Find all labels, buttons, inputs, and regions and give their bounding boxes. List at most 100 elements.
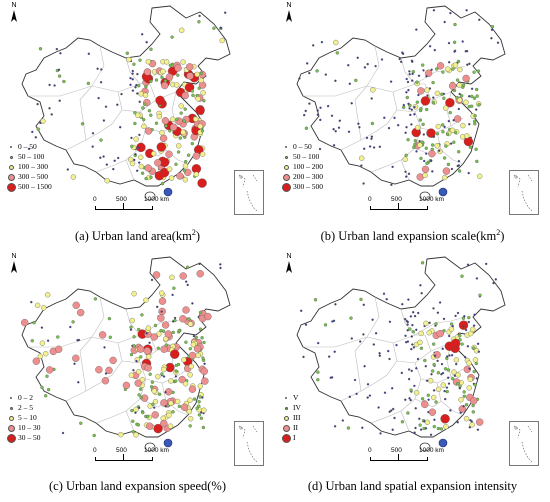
city-dot bbox=[449, 11, 452, 15]
city-dot bbox=[419, 156, 423, 161]
city-dot bbox=[432, 389, 436, 392]
city-dot bbox=[450, 338, 461, 349]
city-dot bbox=[395, 343, 398, 347]
city-dot bbox=[462, 74, 470, 83]
city-dot bbox=[417, 311, 420, 315]
city-dot bbox=[174, 64, 182, 72]
city-dot bbox=[77, 308, 85, 317]
caption-text: (c) Urban land expansion speed(%) bbox=[48, 479, 226, 493]
city-dot bbox=[347, 64, 350, 67]
legend-label: V bbox=[293, 393, 299, 402]
city-dot bbox=[31, 130, 34, 134]
city-dot bbox=[131, 89, 135, 92]
city-dot bbox=[200, 90, 206, 96]
city-dot bbox=[129, 160, 136, 167]
city-dot bbox=[34, 136, 37, 139]
city-dot bbox=[473, 313, 476, 316]
city-dot bbox=[142, 92, 149, 98]
city-dot bbox=[415, 80, 419, 84]
city-dot bbox=[170, 116, 176, 122]
city-dot bbox=[420, 96, 431, 106]
legend-item: 200 – 300 bbox=[279, 172, 323, 182]
city-dot bbox=[463, 315, 466, 318]
city-dot bbox=[370, 87, 376, 93]
city-dot bbox=[413, 431, 416, 434]
city-dot bbox=[411, 343, 414, 346]
city-dot bbox=[197, 86, 201, 90]
city-dot bbox=[450, 167, 454, 171]
city-dot bbox=[145, 332, 148, 335]
city-dot bbox=[152, 398, 159, 405]
city-dot bbox=[182, 381, 189, 387]
city-dot bbox=[195, 352, 201, 359]
caption-tail: ) bbox=[500, 229, 505, 244]
city-dot bbox=[143, 297, 149, 303]
city-dot bbox=[166, 412, 172, 418]
city-dot bbox=[125, 51, 129, 55]
city-dot bbox=[471, 410, 475, 414]
city-dot bbox=[197, 404, 201, 408]
legend-label: II bbox=[293, 423, 298, 432]
city-dot bbox=[316, 109, 319, 112]
city-dot bbox=[200, 151, 206, 157]
city-dot bbox=[188, 347, 192, 351]
city-dot bbox=[136, 369, 142, 375]
city-dot bbox=[410, 123, 413, 126]
city-dot bbox=[160, 345, 168, 353]
city-dot bbox=[408, 70, 411, 73]
city-dot bbox=[169, 123, 178, 131]
legend-dot-icon bbox=[6, 433, 16, 443]
city-dot bbox=[66, 168, 69, 171]
city-dot bbox=[423, 320, 429, 327]
city-dot bbox=[86, 81, 91, 86]
legend-dot-icon bbox=[7, 424, 15, 432]
city-dot bbox=[404, 317, 407, 321]
city-dot bbox=[459, 411, 462, 414]
city-dot bbox=[27, 147, 31, 151]
city-dot bbox=[153, 323, 158, 328]
city-dot bbox=[415, 100, 419, 104]
city-dot bbox=[149, 175, 153, 179]
city-dot bbox=[70, 174, 77, 180]
city-dot bbox=[388, 410, 391, 413]
city-dot bbox=[130, 136, 133, 140]
city-dot bbox=[316, 370, 320, 374]
city-dot bbox=[135, 359, 138, 363]
city-dot bbox=[391, 387, 394, 390]
city-dot bbox=[413, 142, 417, 146]
city-dot bbox=[463, 355, 467, 359]
city-dot bbox=[150, 333, 158, 341]
city-dot bbox=[407, 102, 410, 105]
city-dot bbox=[475, 94, 479, 98]
city-dot bbox=[169, 274, 175, 281]
scale-label: 500 bbox=[391, 196, 402, 203]
city-dot bbox=[32, 321, 36, 325]
legend-label: 5 – 10 bbox=[18, 413, 37, 422]
city-dot bbox=[401, 52, 405, 55]
city-dot bbox=[129, 76, 132, 80]
city-dot bbox=[134, 379, 142, 387]
province-boundary bbox=[396, 342, 452, 364]
city-dot bbox=[414, 407, 417, 410]
city-dot bbox=[119, 126, 122, 129]
city-dot bbox=[405, 91, 408, 94]
city-dot bbox=[62, 79, 66, 84]
map-legend: 0 – 50 50 – 100 100 – 300 300 – 500 500 – 15… bbox=[4, 142, 52, 192]
city-dot bbox=[104, 178, 110, 184]
city-dot bbox=[428, 408, 437, 416]
city-dot bbox=[118, 432, 124, 438]
city-dot bbox=[334, 130, 337, 133]
city-dot bbox=[174, 162, 178, 166]
city-dot bbox=[21, 318, 29, 327]
city-dot bbox=[57, 68, 61, 71]
city-dot bbox=[188, 385, 197, 393]
city-dot bbox=[392, 407, 395, 411]
city-dot bbox=[188, 363, 194, 370]
city-dot bbox=[388, 320, 392, 323]
city-dot bbox=[442, 156, 447, 160]
city-dot bbox=[198, 14, 201, 18]
legend-label: 100 – 300 bbox=[18, 162, 48, 171]
city-dot bbox=[155, 373, 161, 380]
city-dot bbox=[337, 126, 341, 129]
city-dot bbox=[154, 171, 165, 181]
